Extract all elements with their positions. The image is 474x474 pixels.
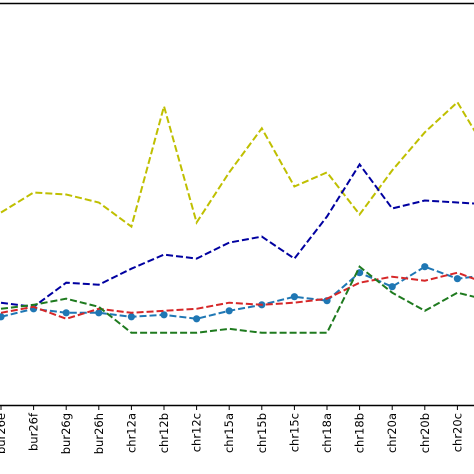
x-tick-label: chr15b: [255, 413, 269, 453]
series-3-point: [193, 315, 201, 323]
series-3-point: [0, 313, 5, 321]
x-tick-label: bur26h: [92, 413, 106, 454]
x-tick-label: bur26g: [59, 413, 73, 454]
x-tick-label: chr12c: [190, 413, 204, 452]
series-3-point: [421, 263, 429, 271]
x-tick-label: bur26e: [0, 413, 8, 454]
series-layer: [0, 100, 474, 334]
series-3-point: [127, 313, 135, 321]
x-tick-label: chr12b: [157, 413, 171, 453]
series-line-1: [0, 100, 474, 229]
x-tick-label: chr15a: [222, 413, 236, 453]
series-line-2: [0, 162, 474, 308]
x-tick-label: chr20c: [450, 413, 464, 452]
x-tick-label: chr12a: [124, 413, 138, 453]
series-3-point: [290, 293, 298, 301]
x-tick-label: chr20b: [418, 413, 432, 453]
series-line-4: [0, 271, 474, 320]
series-3-point: [62, 309, 70, 317]
x-tick-label: chr15c: [287, 413, 301, 452]
x-tick-label: bur26f: [27, 412, 41, 451]
series-3-point: [225, 307, 233, 315]
axis-layer: [0, 2, 474, 407]
x-tick-label: chr18a: [320, 413, 334, 453]
series-3-point: [388, 283, 396, 291]
x-tick-label: chr20a: [385, 413, 399, 453]
x-tick-label: chr18b: [353, 413, 367, 453]
series-3-point: [95, 309, 103, 317]
series-3-point: [160, 311, 168, 319]
series-3-point: [453, 275, 461, 283]
series-line-5: [0, 265, 474, 334]
tick-layer: bur26e bur26f bur26g bur26h chr12a chr12b chr1…: [0, 405, 464, 454]
